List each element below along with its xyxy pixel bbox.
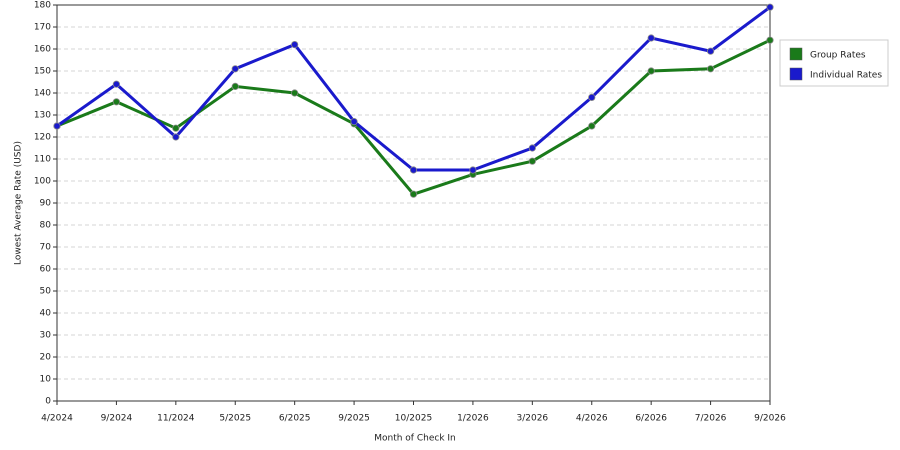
legend-swatch: [789, 47, 803, 61]
y-tick-label: 90: [40, 199, 52, 209]
y-tick-label: 140: [34, 89, 51, 99]
y-tick-label: 10: [40, 375, 52, 385]
legend-box: [779, 39, 889, 87]
y-tick-label: 100: [34, 177, 51, 187]
legend-swatch: [789, 67, 803, 81]
y-tick-label: 30: [40, 331, 52, 341]
data-point: [172, 124, 180, 132]
data-point: [409, 190, 418, 198]
y-tick-label: 130: [34, 111, 51, 121]
data-point: [53, 122, 61, 130]
y-axis-label: Lowest Average Rate (USD): [14, 141, 24, 265]
data-point: [528, 144, 536, 152]
x-tick-label: 9/2025: [338, 414, 370, 424]
x-tick-label: 4/2024: [41, 414, 73, 424]
data-point: [291, 89, 299, 97]
data-point: [588, 122, 596, 130]
x-tick-label: 5/2025: [219, 414, 251, 424]
legend-label: Individual Rates: [810, 71, 882, 81]
data-point: [112, 80, 121, 88]
data-point: [172, 133, 180, 141]
y-tick-label: 0: [45, 397, 51, 407]
data-point: [766, 36, 774, 44]
y-tick-label: 20: [40, 353, 52, 363]
x-tick-label: 9/2026: [754, 414, 786, 424]
data-point: [469, 166, 477, 174]
series-line: [56, 5, 771, 172]
x-tick-label: 9/2024: [101, 414, 133, 424]
data-point: [706, 47, 715, 55]
y-tick-label: 50: [40, 287, 52, 297]
data-point: [291, 40, 299, 49]
data-point: [350, 118, 358, 126]
y-tick-label: 70: [40, 243, 52, 253]
x-tick-label: 10/2025: [395, 414, 432, 424]
x-tick-label: 6/2026: [635, 414, 667, 424]
x-tick-label: 11/2024: [157, 414, 195, 424]
x-tick-label: 7/2026: [695, 414, 727, 424]
y-tick-label: 150: [34, 67, 51, 77]
data-point: [409, 166, 418, 174]
x-tick-label: 4/2026: [576, 414, 608, 424]
data-point: [766, 3, 774, 11]
x-tick-label: 3/2026: [516, 414, 548, 424]
data-point: [528, 157, 536, 165]
y-tick-label: 170: [34, 23, 51, 33]
x-axis-label: Month of Check In: [374, 434, 456, 444]
y-tick-label: 40: [40, 309, 52, 319]
data-point: [647, 34, 655, 42]
y-tick-label: 110: [34, 155, 51, 165]
x-tick-label: 1/2026: [457, 414, 489, 424]
data-point: [647, 67, 655, 75]
x-tick-label: 6/2025: [279, 414, 311, 424]
y-tick-label: 180: [34, 1, 51, 11]
data-point: [231, 82, 239, 91]
y-tick-label: 60: [40, 265, 52, 275]
data-point: [231, 65, 239, 73]
y-tick-label: 120: [34, 133, 51, 143]
y-tick-label: 80: [40, 221, 52, 231]
data-point: [706, 65, 715, 73]
y-tick-label: 160: [34, 45, 51, 55]
data-point: [112, 98, 121, 106]
data-point: [588, 93, 596, 102]
legend-label: Group Rates: [810, 51, 866, 61]
